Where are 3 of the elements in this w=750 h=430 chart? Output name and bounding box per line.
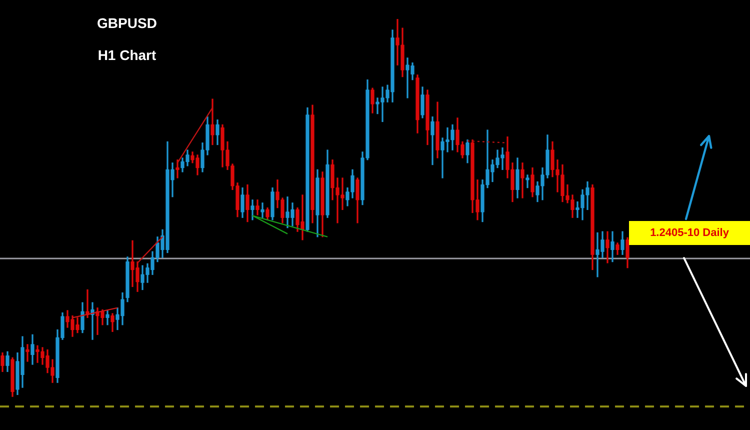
text: H1 Chart [98,47,156,63]
ref-line-label: 1.2405-10 Daily [650,227,730,240]
chart-title: GBPUSD [97,15,157,31]
